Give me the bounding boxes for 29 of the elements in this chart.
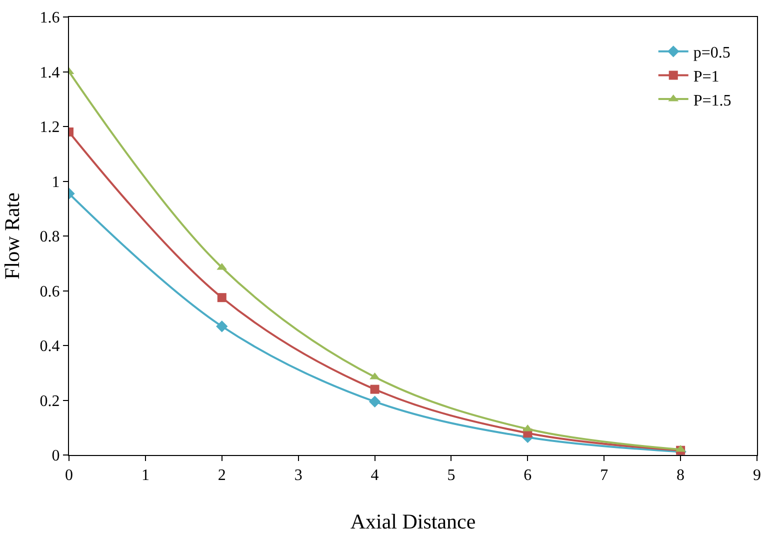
y-tick-label: 0.8 — [40, 228, 60, 246]
x-tick-label: 2 — [218, 467, 226, 484]
point — [370, 372, 380, 380]
x-tick-label: 6 — [524, 467, 532, 484]
x-tick-label: 9 — [753, 467, 761, 484]
point — [216, 320, 228, 332]
y-tick-label: 1.4 — [40, 64, 60, 82]
x-tick-label: 7 — [600, 467, 608, 484]
legend-label: p=0.5 — [693, 44, 730, 62]
point — [370, 384, 380, 394]
x-tick-label: 4 — [370, 467, 379, 484]
x-tick-label: 8 — [676, 467, 685, 484]
x-tick-label: 0 — [65, 467, 73, 484]
point — [368, 396, 381, 408]
x-tick-label: 3 — [294, 467, 302, 484]
legend-label: P=1.5 — [693, 92, 732, 110]
x-tick-label: 1 — [141, 467, 150, 484]
y-tick-label: 1.6 — [40, 10, 60, 27]
y-tick-label: 0.4 — [40, 338, 60, 356]
y-tick-label: 0 — [52, 448, 60, 465]
y-tick-label: 0.2 — [40, 392, 60, 410]
y-tick-label: 1 — [52, 174, 60, 191]
y-tick-label: 1.2 — [40, 119, 60, 136]
x-axis-title: Axial Distance — [350, 509, 476, 534]
legend-label: P=1 — [693, 68, 720, 86]
y-tick-label: 0.6 — [40, 283, 60, 300]
x-tick-label: 5 — [447, 467, 456, 484]
point — [217, 293, 226, 302]
y-axis-title: Flow Rate — [0, 192, 24, 280]
